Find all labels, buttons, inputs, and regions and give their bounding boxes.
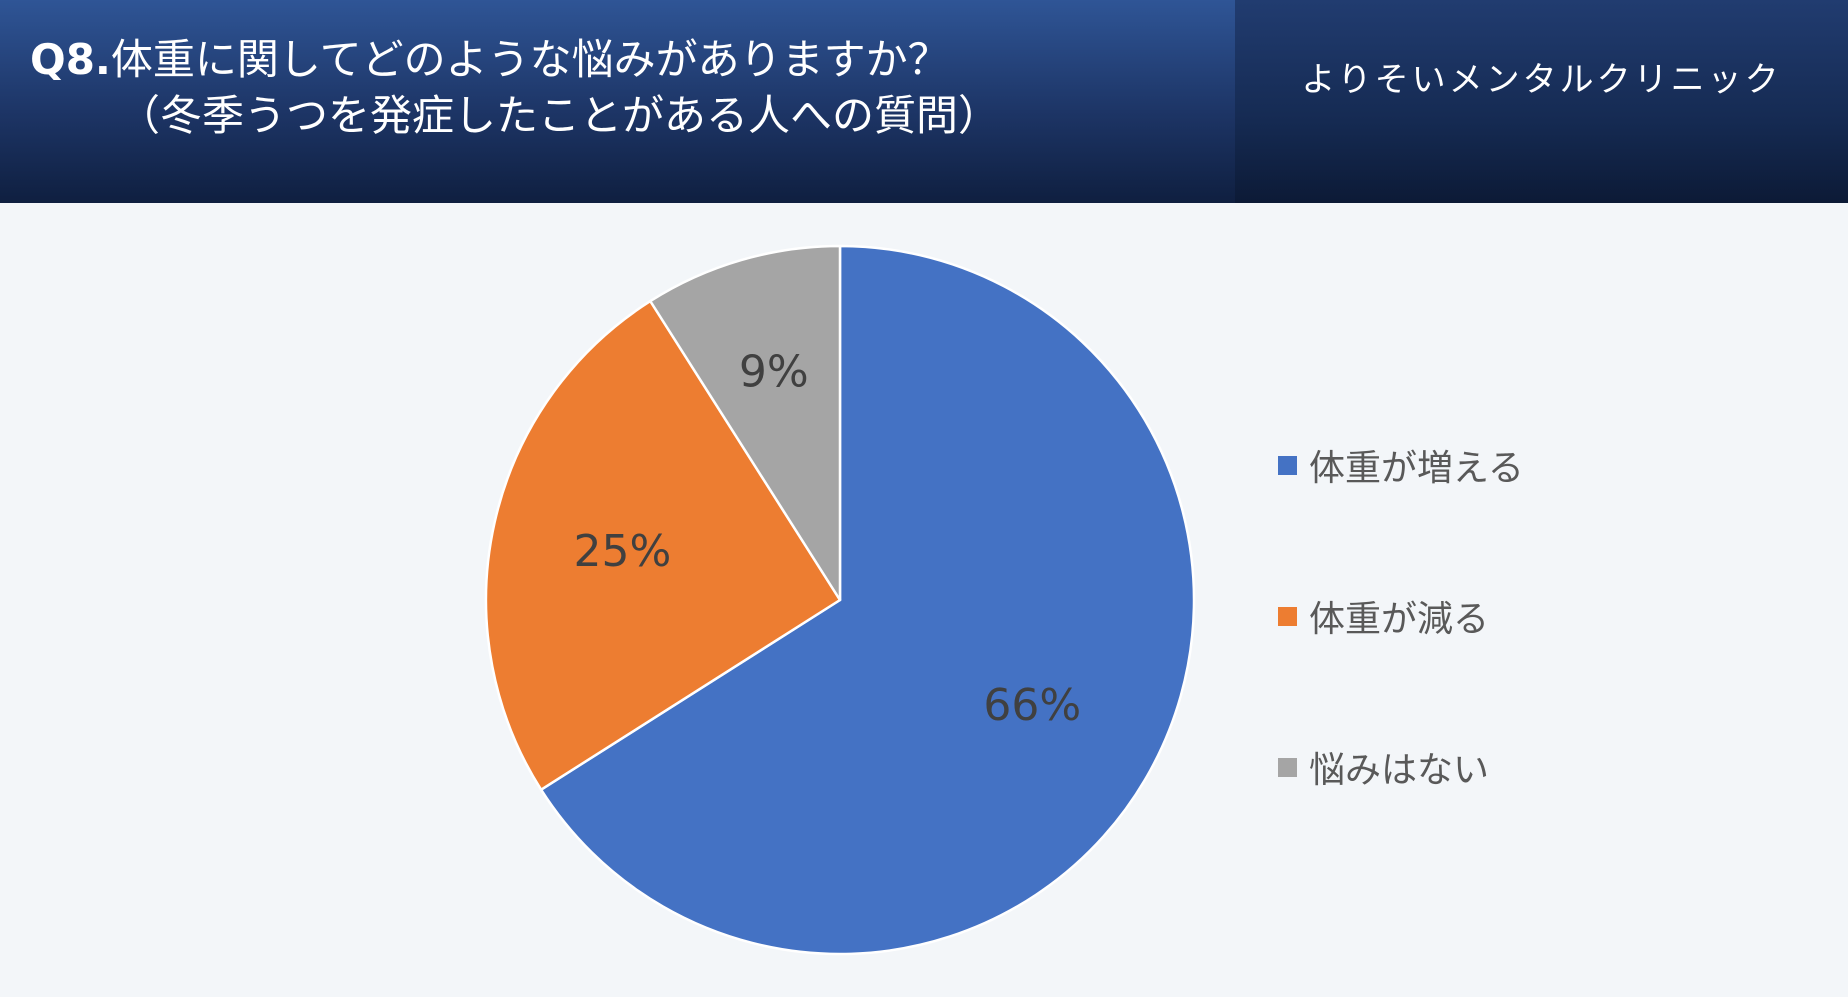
slice-data-label: 25% [574, 526, 672, 577]
legend-label: 悩みはない [1309, 750, 1490, 791]
title-line-2: （冬季うつを発症したことがある人への質問） [118, 91, 1001, 140]
legend-item: 体重が減る [1278, 591, 1524, 641]
chart-legend: 体重が増える 体重が減る 悩みはない [1278, 440, 1524, 893]
header-clinic-panel [1235, 0, 1848, 203]
slice-data-label: 9% [739, 347, 809, 398]
legend-item: 体重が増える [1278, 440, 1524, 490]
page-title: Q8.体重に関してどのような悩みがありますか？ （冬季うつを発症したことがある人… [30, 32, 1210, 144]
legend-swatch [1278, 606, 1297, 626]
legend-label: 体重が減る [1309, 599, 1490, 640]
pie-slice [649, 244, 842, 602]
legend-swatch [1278, 455, 1297, 475]
slice-data-label: 66% [983, 680, 1081, 731]
pie-slice [539, 244, 1196, 956]
title-line-1: 体重に関してどのような悩みがありますか？ [110, 35, 950, 84]
question-number: Q8. [30, 35, 111, 84]
legend-item: 悩みはない [1278, 742, 1524, 792]
legend-label: 体重が増える [1309, 448, 1524, 489]
pie-slice [484, 299, 842, 791]
clinic-name: よりそいメンタルクリニック [1301, 60, 1782, 100]
legend-swatch [1278, 757, 1297, 777]
